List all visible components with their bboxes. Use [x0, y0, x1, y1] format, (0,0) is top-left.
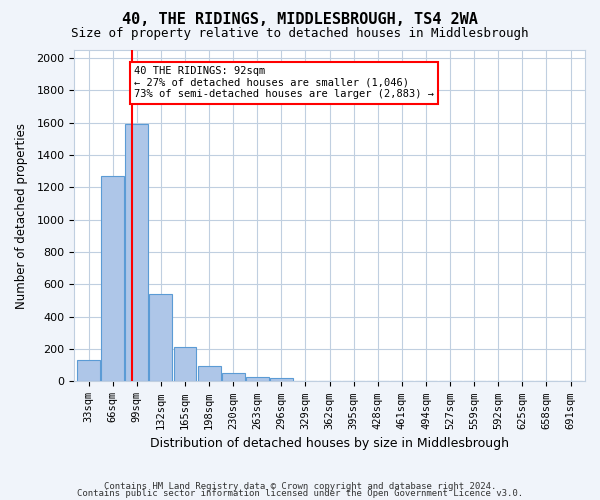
- Bar: [149, 294, 172, 382]
- Bar: [173, 346, 196, 382]
- Text: 40 THE RIDINGS: 92sqm
← 27% of detached houses are smaller (1,046)
73% of semi-d: 40 THE RIDINGS: 92sqm ← 27% of detached …: [134, 66, 434, 100]
- Text: Size of property relative to detached houses in Middlesbrough: Size of property relative to detached ho…: [71, 28, 529, 40]
- Text: 40, THE RIDINGS, MIDDLESBROUGH, TS4 2WA: 40, THE RIDINGS, MIDDLESBROUGH, TS4 2WA: [122, 12, 478, 28]
- Text: Contains public sector information licensed under the Open Government Licence v3: Contains public sector information licen…: [77, 488, 523, 498]
- Y-axis label: Number of detached properties: Number of detached properties: [15, 122, 28, 308]
- Text: Contains HM Land Registry data © Crown copyright and database right 2024.: Contains HM Land Registry data © Crown c…: [104, 482, 496, 491]
- Bar: [77, 360, 100, 382]
- Bar: [101, 176, 124, 382]
- Bar: [294, 380, 317, 382]
- Bar: [246, 378, 269, 382]
- Bar: [125, 124, 148, 382]
- Bar: [197, 366, 221, 382]
- X-axis label: Distribution of detached houses by size in Middlesbrough: Distribution of detached houses by size …: [150, 437, 509, 450]
- Bar: [222, 374, 245, 382]
- Bar: [270, 378, 293, 382]
- Bar: [318, 380, 341, 382]
